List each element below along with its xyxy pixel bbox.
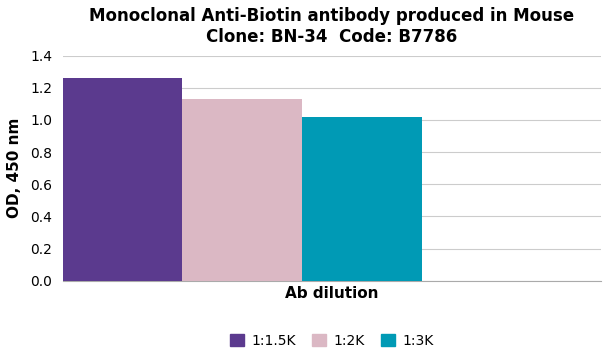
Y-axis label: OD, 450 nm: OD, 450 nm: [7, 118, 22, 219]
Bar: [63, 78, 182, 281]
Legend: 1:1.5K, 1:2K, 1:3K: 1:1.5K, 1:2K, 1:3K: [225, 328, 439, 354]
Bar: [182, 99, 302, 281]
Title: Monoclonal Anti-Biotin antibody produced in Mouse
Clone: BN-34  Code: B7786: Monoclonal Anti-Biotin antibody produced…: [89, 7, 575, 46]
Bar: [302, 117, 421, 281]
X-axis label: Ab dilution: Ab dilution: [285, 286, 379, 301]
